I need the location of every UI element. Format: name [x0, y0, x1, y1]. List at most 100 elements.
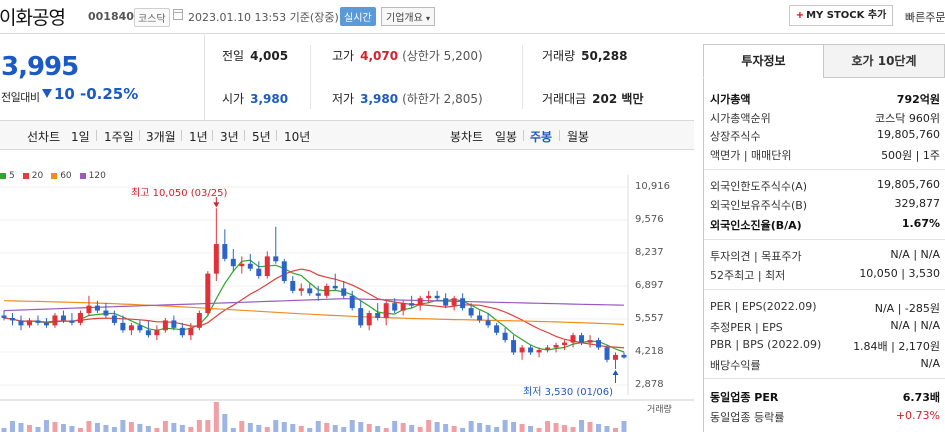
volume-bar	[196, 420, 202, 432]
realtime-button[interactable]: 실시간	[340, 7, 376, 26]
invest-row-label: 시가총액순위	[710, 112, 771, 125]
period-1y[interactable]: 1년	[189, 130, 208, 144]
invest-row-value: +0.73%	[895, 409, 940, 422]
volume-bar	[69, 426, 75, 432]
volume-bar	[400, 423, 406, 432]
divider	[522, 45, 523, 109]
volume-bar	[103, 425, 109, 432]
ma-line-60	[3, 300, 625, 326]
compare-label: 전일대비	[1, 91, 40, 104]
candle-body	[43, 322, 49, 326]
company-info-dropdown[interactable]: 기업개요 ▾	[381, 7, 436, 26]
period-10y[interactable]: 10년	[284, 130, 311, 144]
candle-body	[273, 256, 279, 262]
candle-monthly[interactable]: 월봉	[567, 130, 590, 144]
tab-orderbook[interactable]: 호가 10단계	[823, 44, 945, 78]
candle-body	[256, 268, 262, 277]
candle-body	[375, 313, 381, 318]
invest-row: 배당수익률 N/A	[710, 357, 940, 373]
volume-bar	[60, 424, 66, 432]
stat-label: 고가	[332, 49, 355, 63]
price-box: 3,995 전일대비 10 -0.25%	[0, 35, 205, 120]
period-1w[interactable]: 1주일	[104, 130, 134, 144]
invest-row: 추정PER | EPS N/A | N/A	[710, 319, 940, 335]
period-5y[interactable]: 5년	[252, 130, 271, 144]
quick-order-link[interactable]: 빠른주문	[905, 11, 945, 24]
candle-body	[349, 295, 355, 309]
candle-body	[604, 347, 610, 360]
candle-body	[213, 244, 219, 274]
invest-row-value: N/A | N/A	[890, 248, 940, 261]
candle-body	[570, 335, 576, 343]
candle-body	[9, 317, 15, 321]
invest-row: 시가총액순위 코스닥 960위	[710, 110, 940, 126]
y-tick-label: 6,897	[635, 280, 664, 291]
volume-bar	[94, 423, 100, 432]
candle-body	[179, 327, 185, 336]
candle-body	[60, 315, 66, 321]
candle-body	[519, 347, 525, 353]
candle-body	[392, 303, 398, 311]
stat-amount: 거래대금 202 백만	[542, 90, 643, 107]
candle-body	[26, 320, 32, 326]
chart-legend: 5 20 60 120	[0, 171, 114, 181]
stock-header: 이화공영 001840 코스닥 2023.01.10 13:53 기준(장중) …	[0, 0, 945, 34]
stat-label: 전일	[222, 49, 245, 63]
add-mystock-label: MY STOCK 추가	[806, 10, 887, 21]
low-arrow-icon	[612, 369, 619, 375]
candle-body	[154, 330, 160, 336]
invest-row: 외국인보유주식수(B) 329,877	[710, 197, 940, 213]
candle-body	[324, 285, 330, 296]
volume-bar	[366, 424, 372, 432]
divider	[310, 45, 311, 109]
volume-bar	[519, 424, 525, 432]
tab-invest-info[interactable]: 투자정보	[703, 44, 824, 78]
invest-row-value: 1.84배 | 2,170원	[853, 340, 940, 353]
candle-daily[interactable]: 일봉	[495, 130, 518, 144]
calendar-icon	[173, 9, 183, 20]
candle-body	[613, 354, 619, 360]
candle-body	[485, 320, 491, 326]
legend-ma-60: 60	[51, 171, 72, 181]
candle-body	[332, 285, 338, 289]
stat-value: 50,288	[581, 49, 628, 63]
current-price: 3,995	[1, 52, 79, 82]
invest-row-label: 동일업종 PER	[710, 391, 779, 404]
y-tick-label: 2,878	[635, 379, 664, 390]
add-mystock-button[interactable]: + MY STOCK 추가	[789, 5, 893, 26]
volume-label: 거래량	[647, 405, 672, 415]
stat-value: 4,070	[360, 49, 399, 63]
period-3m[interactable]: 3개월	[146, 130, 176, 144]
period-bar: 선차트 1일 1주일 3개월 1년 3년 5년 10년 봉차트 일봉 주봉 월봉	[0, 120, 694, 150]
candle-weekly[interactable]: 주봉	[530, 130, 553, 144]
volume-bar	[179, 425, 185, 432]
invest-row-value: N/A | N/A	[890, 319, 940, 332]
candle-body	[587, 340, 593, 343]
candle-body	[536, 349, 542, 353]
price-change: 10	[54, 85, 75, 103]
invest-row-label: 외국인소진율(B/A)	[710, 219, 802, 232]
invest-row-value: 19,805,760	[877, 178, 940, 191]
period-1d[interactable]: 1일	[71, 130, 90, 144]
divider	[704, 289, 945, 290]
invest-row-label: 52주최고 | 최저	[710, 269, 786, 282]
volume-bar	[307, 428, 313, 432]
candle-body	[162, 320, 168, 331]
volume-bar	[426, 420, 432, 432]
candle-body	[596, 340, 602, 348]
candle-body	[230, 258, 236, 267]
candle-body	[18, 320, 24, 326]
candle-body	[145, 330, 151, 336]
price-chart[interactable]	[0, 151, 694, 432]
volume-bar	[332, 425, 338, 432]
candle-body	[103, 310, 109, 316]
legend-ma-5: 5	[0, 171, 15, 181]
period-3y[interactable]: 3년	[220, 130, 239, 144]
volume-bar	[621, 421, 627, 432]
candle-body	[298, 288, 304, 291]
candle-body	[128, 325, 134, 331]
volume-bar	[86, 421, 92, 432]
volume-bar	[358, 422, 364, 432]
stat-value: 4,005	[250, 49, 289, 63]
candle-body	[188, 327, 194, 336]
